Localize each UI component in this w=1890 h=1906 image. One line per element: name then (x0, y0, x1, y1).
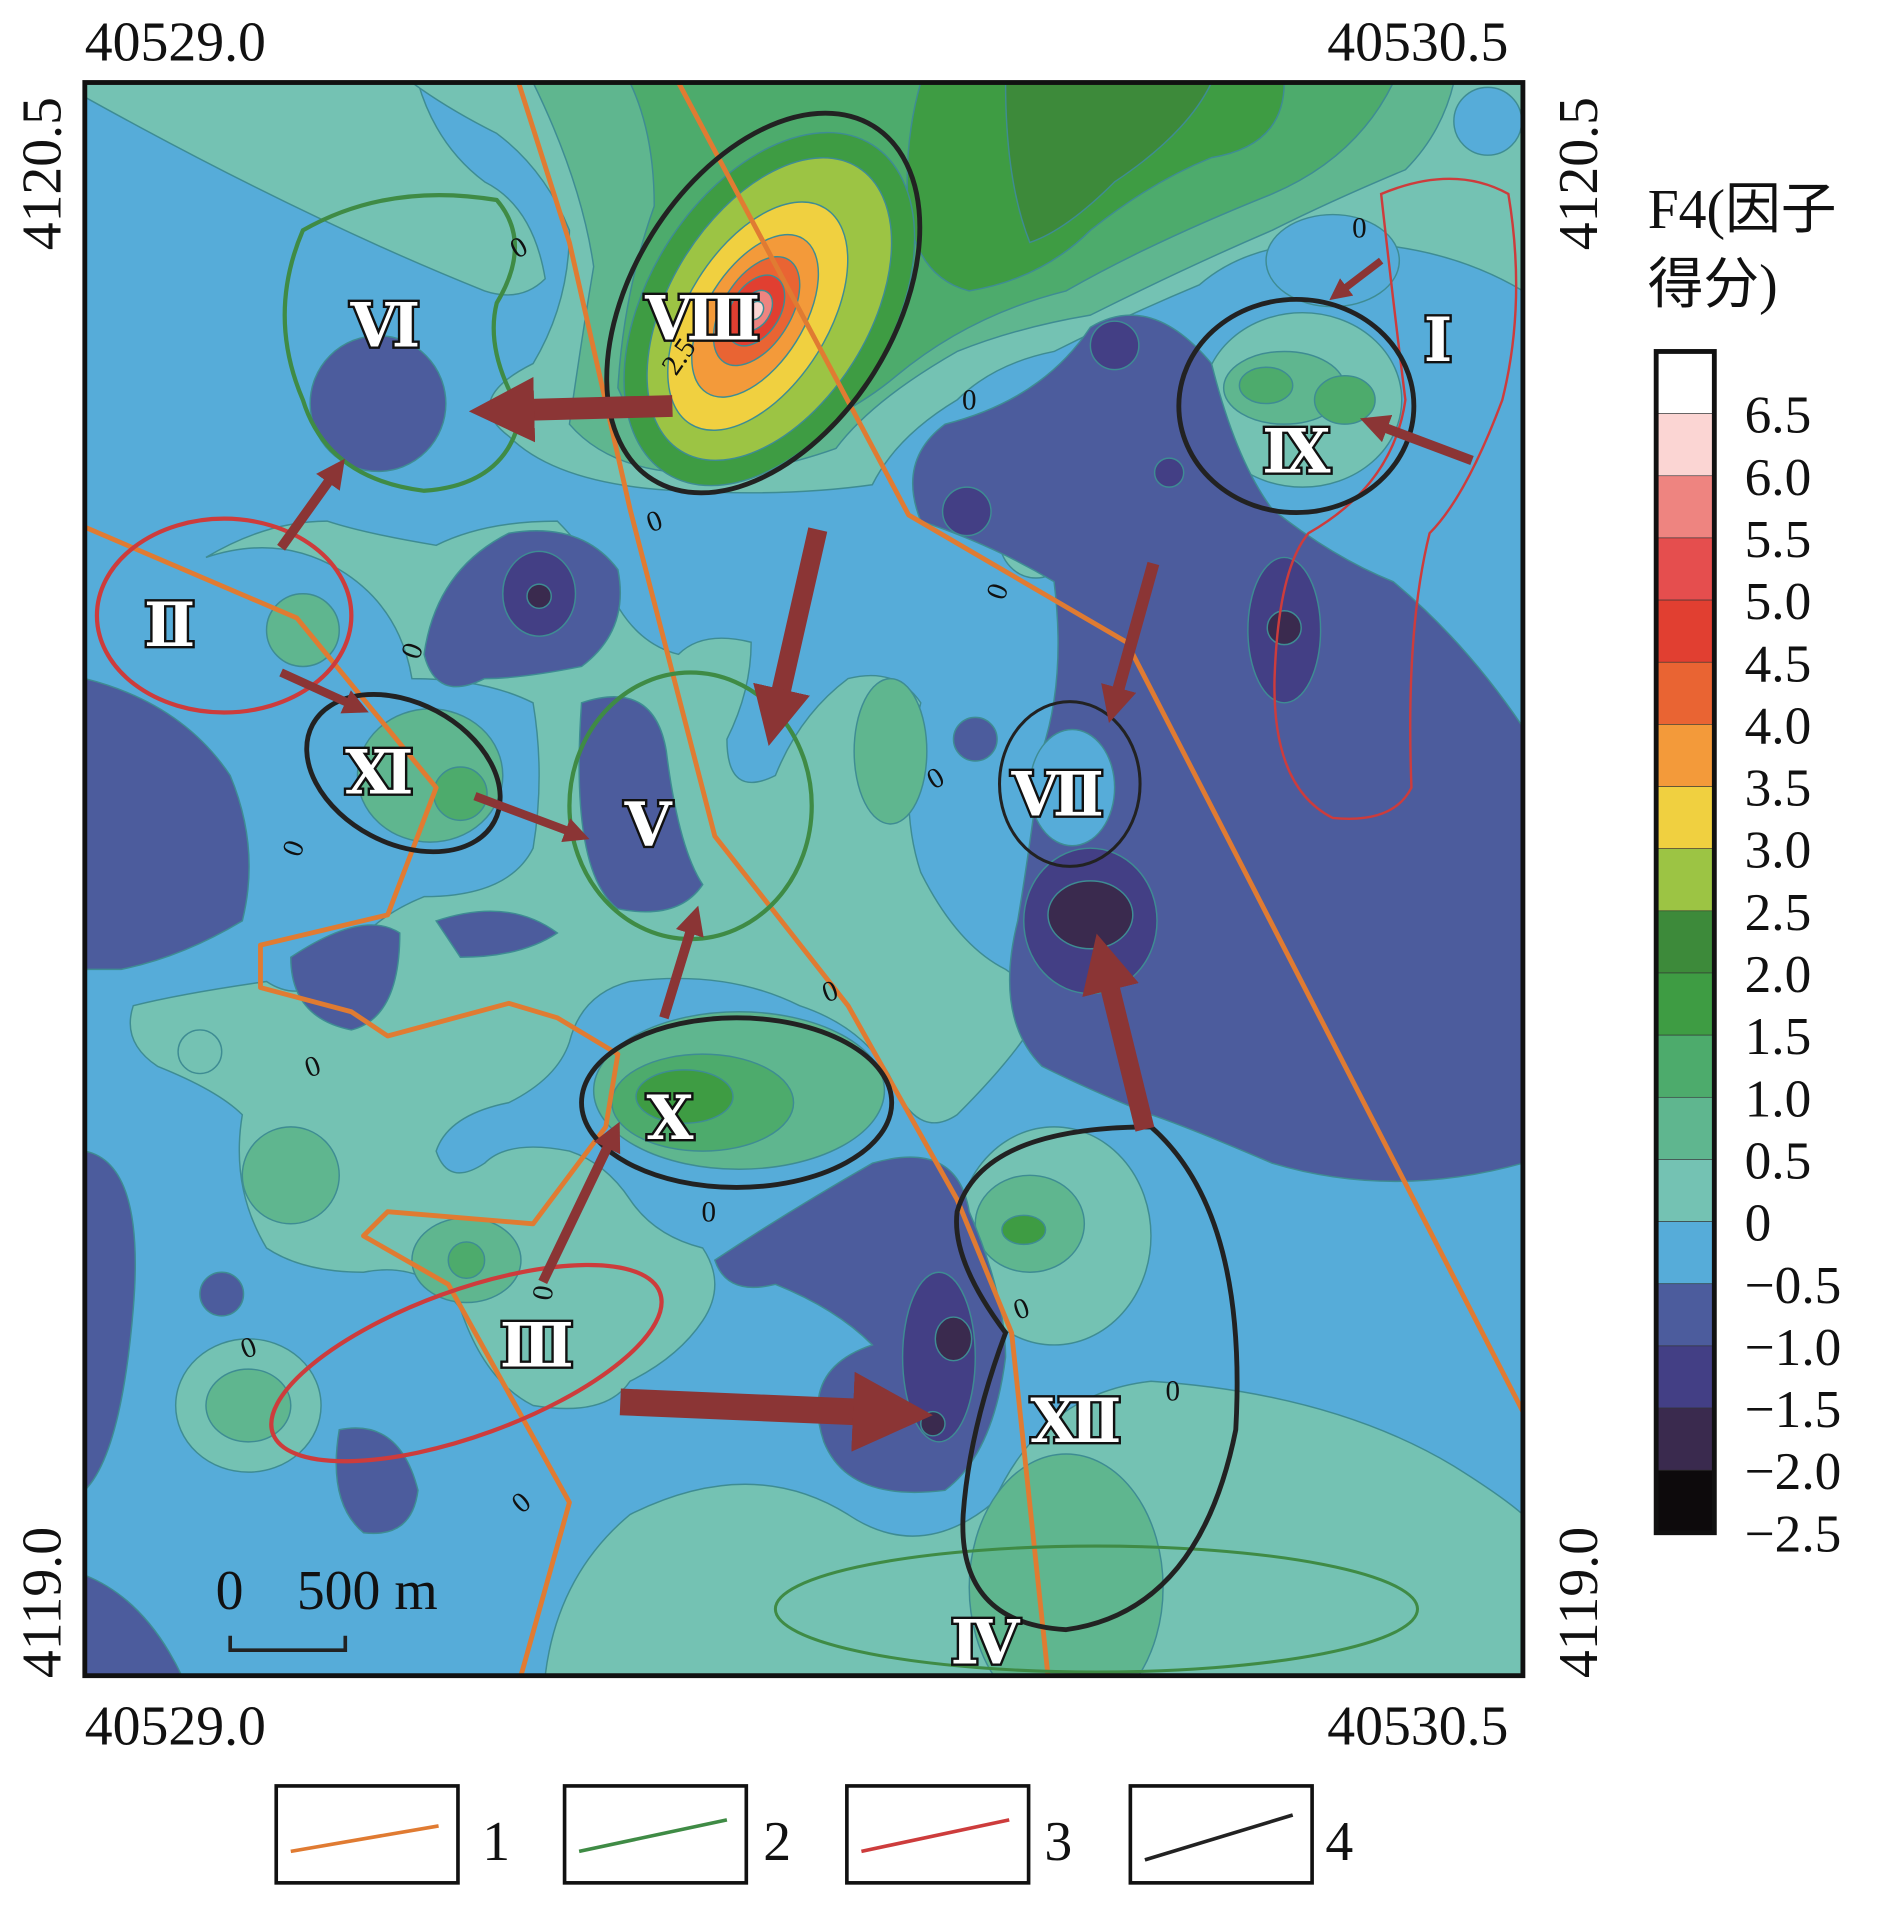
coord-label: 40530.5 (1327, 12, 1508, 74)
zone-label: Ⅻ (1030, 1386, 1121, 1457)
colorbar-label: 4.0 (1745, 696, 1812, 755)
coord-label: 40529.0 (85, 12, 266, 74)
contour-map (84, 82, 1523, 1676)
colorbar (1653, 349, 1717, 1536)
colorbar-label: 2.0 (1745, 945, 1812, 1004)
coord-label: 4119.0 (12, 1527, 74, 1678)
colorbar-label: −1.5 (1745, 1380, 1842, 1439)
colorbar-label: −1.0 (1745, 1318, 1842, 1377)
legend-label: 3 (1044, 1811, 1072, 1873)
colorbar-label: 3.0 (1745, 821, 1812, 880)
contour-label: 0 (962, 385, 977, 417)
colorbar-label: 0.5 (1745, 1131, 1812, 1190)
colorbar-title: 得分) (1648, 254, 1778, 316)
colorbar-label: 2.5 (1745, 883, 1812, 942)
coord-label: 4120.5 (12, 97, 74, 250)
zone-label: Ⅵ (349, 291, 420, 362)
colorbar-label: 6.5 (1745, 386, 1812, 445)
zone-label: Ⅹ (646, 1083, 693, 1154)
scale-label: 0 (216, 1560, 244, 1622)
zone-label: Ⅳ (951, 1608, 1021, 1679)
contour-label: 0 (701, 1196, 716, 1228)
colorbar-label: −0.5 (1745, 1256, 1842, 1315)
coord-label: 40529.0 (85, 1696, 266, 1758)
colorbar-label: 6.0 (1745, 448, 1812, 507)
zone-label: Ⅴ (624, 790, 673, 861)
zone-label: Ⅶ (1010, 759, 1103, 830)
colorbar-label: 0 (1745, 1194, 1772, 1253)
colorbar-label: 5.0 (1745, 572, 1812, 631)
coord-label: 4120.5 (1548, 97, 1610, 250)
colorbar-label: −2.5 (1745, 1504, 1842, 1563)
scale-label: 500 m (297, 1560, 438, 1622)
colorbar-label: 1.5 (1745, 1007, 1812, 1066)
legend-label: 2 (763, 1811, 791, 1873)
zone-label: Ⅰ (1424, 305, 1452, 376)
colorbar-label: −2.0 (1745, 1442, 1842, 1501)
contour-label: 0 (1352, 213, 1367, 245)
contour-label: 0 (1166, 1376, 1181, 1408)
zone-label: Ⅺ (345, 738, 413, 809)
legend-label: 1 (482, 1811, 510, 1873)
contour-label: 0 (526, 1283, 560, 1303)
coord-label: 40530.5 (1327, 1696, 1508, 1758)
colorbar-label: 5.5 (1745, 510, 1812, 569)
colorbar-label: 4.5 (1745, 634, 1812, 693)
legend (274, 1784, 1314, 1885)
colorbar-title: F4(因子 (1648, 179, 1837, 241)
legend-label: 4 (1325, 1811, 1353, 1873)
colorbar-label: 3.5 (1745, 759, 1812, 818)
zone-label: Ⅸ (1262, 417, 1331, 488)
coord-label: 4119.0 (1548, 1527, 1610, 1678)
colorbar-label: 1.0 (1745, 1069, 1812, 1128)
map-frame (82, 80, 1526, 1679)
zone-label: Ⅷ (644, 283, 760, 354)
zone-label: Ⅲ (500, 1311, 574, 1382)
zone-label: Ⅱ (144, 590, 195, 661)
